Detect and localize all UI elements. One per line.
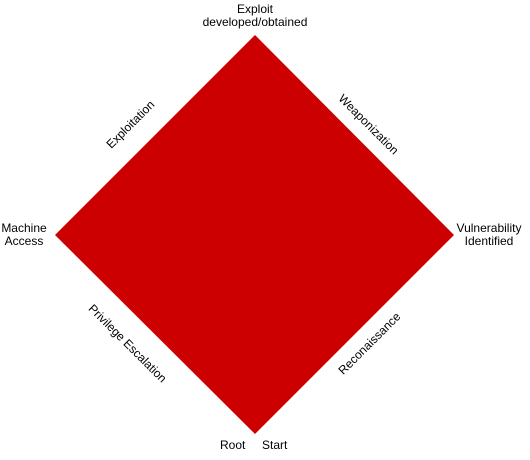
vertex-label-vulnerability: Vulnerability Identified [448,222,530,248]
vertex-label-exploit-line1: Exploit [236,2,274,16]
vertex-label-machine-line2: Access [4,234,44,248]
vertex-label-start: Start [262,438,288,452]
diamond-shape [55,35,454,434]
vertex-label-exploit: Exploit developed/obtained [175,3,335,29]
vertex-label-root: Root [220,438,246,452]
vertex-label-machine-access: Machine Access [0,222,48,248]
vertex-label-machine-line1: Machine [1,221,47,235]
vertex-label-vulnerability-line2: Identified [464,234,514,248]
vertex-label-exploit-line2: developed/obtained [202,15,308,29]
vertex-label-vulnerability-line1: Vulnerability [456,221,522,235]
